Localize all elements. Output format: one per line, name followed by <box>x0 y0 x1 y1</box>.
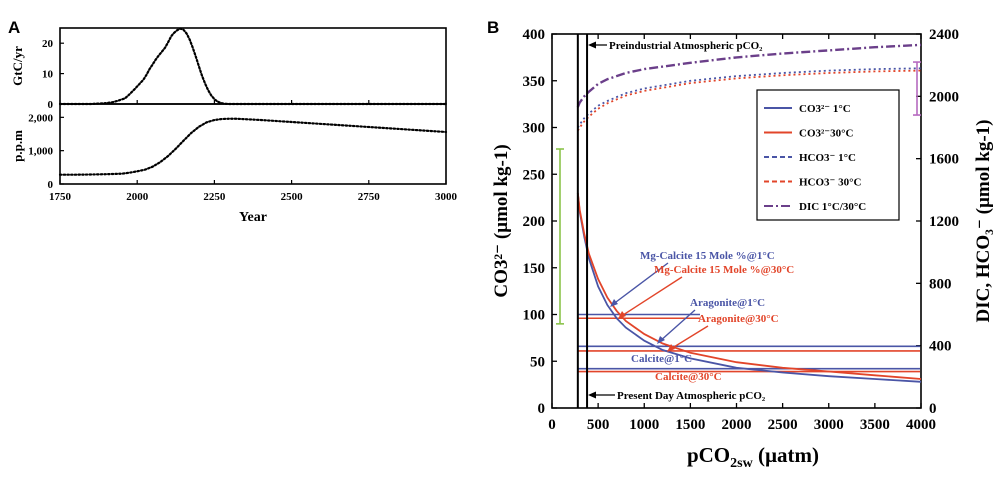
y-tick-label: 400 <box>523 27 546 43</box>
x-tick-label: 1750 <box>49 191 72 203</box>
legend-box <box>756 89 900 221</box>
legend-label: HCO3⁻ 30°C <box>799 177 862 189</box>
x-tick-label: 3000 <box>435 191 458 203</box>
y-tick-label: 250 <box>523 167 546 183</box>
x-tick-label: 3500 <box>860 417 890 433</box>
y-tick-label: 100 <box>523 308 546 324</box>
present-day-arrowhead <box>588 391 596 399</box>
panel-a-letter: A <box>8 18 20 37</box>
x-tick-label: 500 <box>587 417 610 433</box>
y-tick-label: 20 <box>42 38 54 50</box>
y-tick-label: 0 <box>48 99 54 111</box>
concentration-line <box>58 117 448 176</box>
y-tick-label: 1600 <box>929 152 959 168</box>
panel-b-xticks: 0 500 1000 1500 2000 2500 3000 3500 4000 <box>548 34 936 433</box>
legend-label: CO3²⁻30°C <box>799 128 854 140</box>
x-tick-label: 2500 <box>281 191 304 203</box>
panel-a-xticks: 1750 2000 2250 2500 2750 3000 <box>49 100 458 203</box>
mg-calcite-30c-arrowhead <box>618 311 626 319</box>
x-tick-label: 1000 <box>629 417 659 433</box>
y-tick-label: 0 <box>929 401 937 417</box>
x-tick-label: 2250 <box>203 191 226 203</box>
y-tick-label: 1200 <box>929 214 959 230</box>
y-tick-label: 2400 <box>929 27 959 43</box>
panel-a-bottom-yticks: 0 1,000 2,000 <box>28 112 64 191</box>
x-tick-label: 2000 <box>722 417 752 433</box>
y-tick-label: 200 <box>523 214 546 230</box>
aragonite-30c-arrowhead <box>667 344 675 352</box>
aragonite-30c-label: Aragonite@30°C <box>698 313 779 325</box>
aragonite-1c-label: Aragonite@1°C <box>690 297 765 309</box>
present-day-label: Present Day Atmospheric pCO₂ <box>617 390 766 402</box>
panel-b-xlabel: pCO2sw (µatm) <box>687 443 819 471</box>
y-tick-label: 800 <box>929 276 952 292</box>
panel-b-xlabel-base: pCO <box>687 443 730 467</box>
panel-a-top-frame <box>59 27 447 105</box>
series-line <box>576 43 922 108</box>
y-tick-label: 10 <box>42 69 54 81</box>
panel-a-xlabel: Year <box>239 210 267 225</box>
y-tick-label: 350 <box>523 74 546 90</box>
mg-calcite-30c-label: Mg-Calcite 15 Mole %@30°C <box>654 264 794 276</box>
y-tick-label: 1,000 <box>28 146 53 158</box>
panel-a-concentration-series <box>58 117 448 176</box>
panel-a-emissions-series <box>58 27 448 106</box>
y-tick-label: 0 <box>48 179 54 191</box>
panel-a-top-ylabel: GtC/yr <box>10 46 25 86</box>
x-tick-label: 2500 <box>768 417 798 433</box>
panel-b-left-ylabel: CO3²⁻ (µmol kg-1) <box>491 144 512 297</box>
preindustrial-arrowhead <box>588 41 596 49</box>
y-tick-label: 50 <box>530 354 545 370</box>
x-tick-label: 2750 <box>358 191 381 203</box>
y-tick-label: 400 <box>929 339 952 355</box>
panel-b-reference-lines <box>576 34 589 408</box>
legend: CO3²⁻ 1°C CO3²⁻30°C HCO3⁻ 1°C HCO3⁻ 30°C DIC… <box>756 89 900 221</box>
calcite-1c-label: Calcite@1°C <box>631 353 692 365</box>
panel-b-right-ylabel: DIC, HCO₃⁻ (µmol kg-1) <box>973 120 994 323</box>
x-tick-label: 3000 <box>814 417 844 433</box>
panel-b-range-bars <box>556 61 921 325</box>
x-tick-label: 1500 <box>675 417 705 433</box>
preindustrial-label: Preindustrial Atmospheric pCO₂ <box>609 40 763 52</box>
aragonite-30c-arrow <box>668 325 709 351</box>
series-line <box>576 192 922 383</box>
y-tick-label: 300 <box>523 121 546 137</box>
x-tick-label: 0 <box>548 417 556 433</box>
panel-b-xlabel-sub: 2sw <box>730 456 753 471</box>
x-tick-label: 2000 <box>126 191 149 203</box>
calcite-30c-label: Calcite@30°C <box>655 371 722 383</box>
mg-calcite-1c-arrow <box>611 262 669 306</box>
x-tick-label: 4000 <box>906 417 936 433</box>
series-line <box>577 69 922 132</box>
legend-label: CO3²⁻ 1°C <box>799 103 851 115</box>
mg-calcite-30c-arrow <box>619 276 683 318</box>
legend-label: HCO3⁻ 1°C <box>799 152 856 164</box>
legend-label: DIC 1°C/30°C <box>799 201 866 213</box>
y-tick-label: 2,000 <box>28 112 53 124</box>
mg-calcite-1c-label: Mg-Calcite 15 Mole %@1°C <box>640 250 775 262</box>
aragonite-1c-arrowhead <box>657 336 665 344</box>
panel-a-bottom-ylabel: p.p.m <box>10 130 25 162</box>
panel-a-bottom-frame <box>59 103 447 185</box>
mg-calcite-1c-arrowhead <box>610 299 618 307</box>
y-tick-label: 0 <box>538 401 546 417</box>
panel-b-letter: B <box>487 18 499 37</box>
panel-b-right-yticks: 0 400 800 1200 1600 2000 2400 <box>916 27 959 417</box>
emissions-line <box>58 27 448 106</box>
panel-b-xlabel-unit: (µatm) <box>753 443 819 467</box>
y-tick-label: 2000 <box>929 89 959 105</box>
panel-b-left-yticks: 0 50 100 150 200 250 300 350 400 <box>523 27 557 417</box>
aragonite-1c-arrow <box>658 309 696 343</box>
y-tick-label: 150 <box>523 261 546 277</box>
